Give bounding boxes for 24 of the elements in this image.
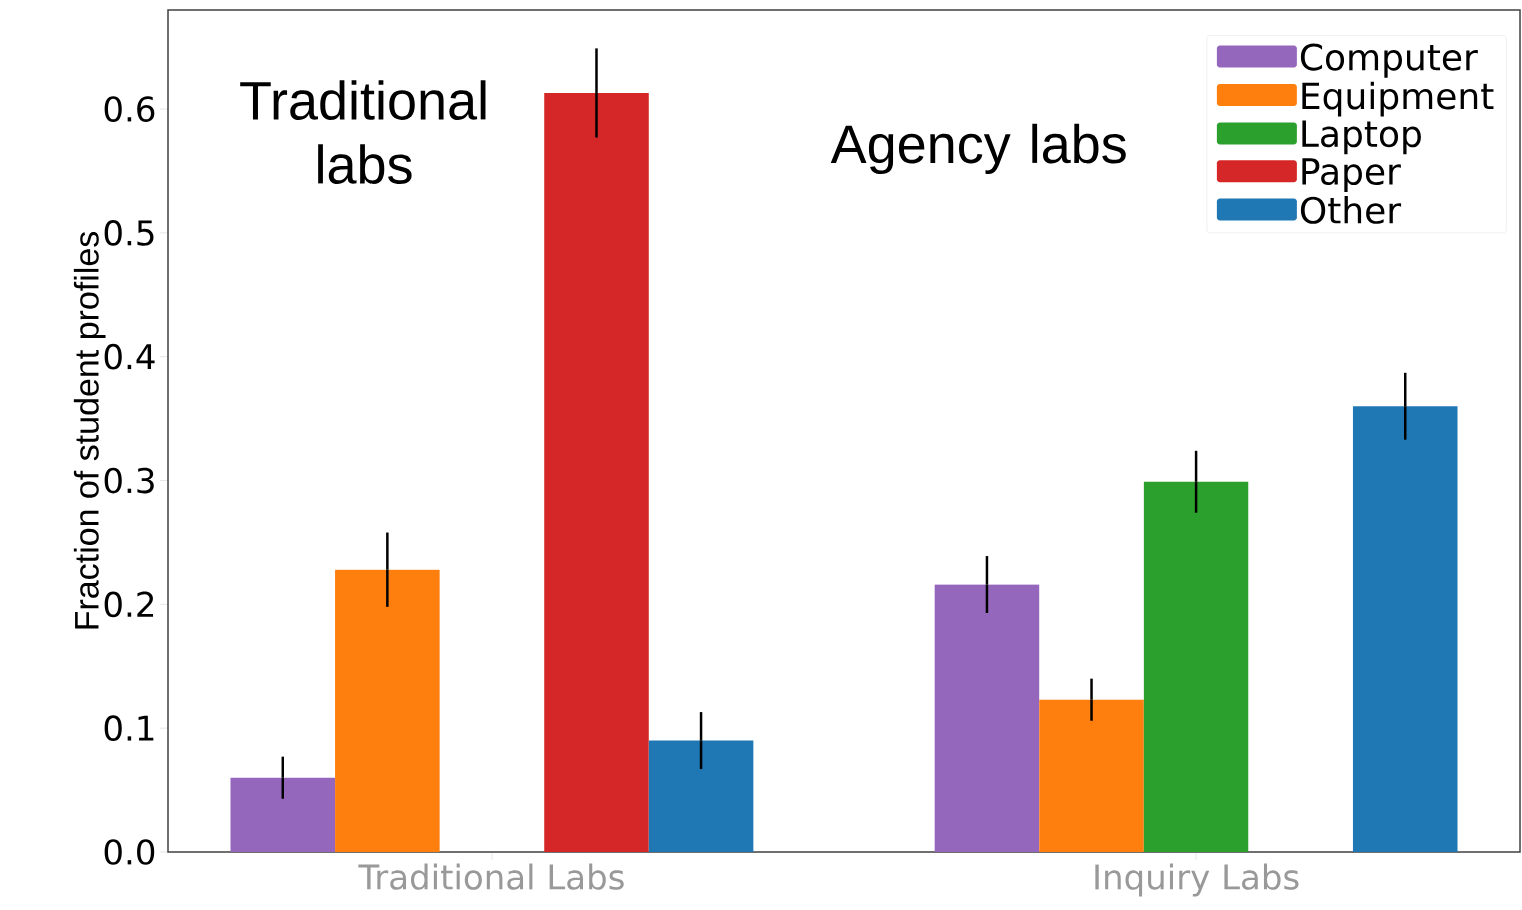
legend-label: Other [1300,196,1402,224]
bar [934,584,1040,852]
y-tick-label: 0.4 [104,343,155,370]
y-tick-label: 0.6 [104,96,155,122]
bar [648,740,754,852]
bar [1143,481,1249,852]
y-tick-label: 0.1 [104,715,154,742]
legend-label: Computer [1300,43,1478,78]
legend-label: Laptop [1302,120,1421,155]
y-tick-label: 0.5 [104,220,154,246]
y-tick-label: 0.3 [104,467,154,494]
y-tick-label: 0.0 [104,839,155,865]
x-tick-label: Inquiry Labs [1095,863,1299,897]
bar [230,777,336,852]
bar [544,92,649,852]
legend-label: Equipment [1302,81,1494,117]
bar [1039,699,1144,852]
x-tick-label: Traditional Labs [358,863,624,890]
annotation: Traditional labs [240,80,486,184]
legend-label: Paper [1302,158,1401,192]
bar [335,569,440,852]
annotation: Agency labs [830,123,1126,175]
bar [1352,406,1458,852]
y-tick-label: 0.2 [104,591,154,618]
